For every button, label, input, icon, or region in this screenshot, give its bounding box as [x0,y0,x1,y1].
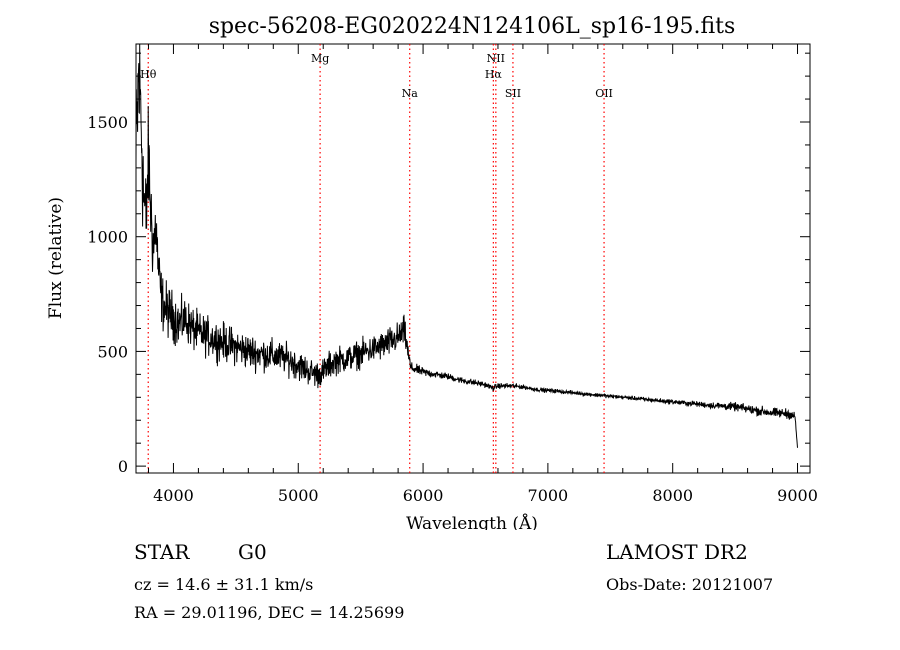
y-tick-label: 0 [118,457,128,476]
emission-line-label: NII [487,52,505,65]
survey-name: LAMOST DR2 [606,540,748,564]
y-tick-label: 1500 [87,113,128,132]
x-tick-label: 7000 [528,486,569,505]
plot-border [135,43,811,474]
emission-line-label: SII [505,87,521,100]
y-tick-label: 1000 [87,228,128,247]
emission-line-label: Mg [311,52,329,65]
emission-line-label: Hθ [140,68,157,81]
x-tick-label: 6000 [403,486,444,505]
emission-line-label: Hα [485,68,503,81]
ra-dec-coordinates: RA = 29.01196, DEC = 14.25699 [134,603,405,622]
spectrum-series [135,43,798,448]
y-axis-ticks: 0 500 1000 1500 [87,52,810,476]
object-subclass: G0 [238,540,267,564]
x-tick-label: 5000 [278,486,319,505]
x-axis-label: Wavelength (Å) [406,513,538,530]
emission-line-label: Na [402,87,419,100]
chart-title: spec-56208-EG020224N124106L_sp16-195.fit… [209,14,736,39]
y-tick-label: 500 [97,342,128,361]
y-axis-label: Flux (relative) [46,197,66,319]
x-tick-label: 8000 [652,486,693,505]
redshift-cz: cz = 14.6 ± 31.1 km/s [134,575,314,594]
x-tick-label: 9000 [777,486,818,505]
observation-date: Obs-Date: 20121007 [606,575,774,594]
x-tick-label: 4000 [153,486,194,505]
plot-frame [135,43,811,474]
emission-line-label: OII [595,87,613,100]
object-class: STAR [134,540,190,564]
x-axis-ticks: 4000 5000 6000 7000 8000 9000 [147,44,818,505]
spectrum-line [135,43,798,448]
